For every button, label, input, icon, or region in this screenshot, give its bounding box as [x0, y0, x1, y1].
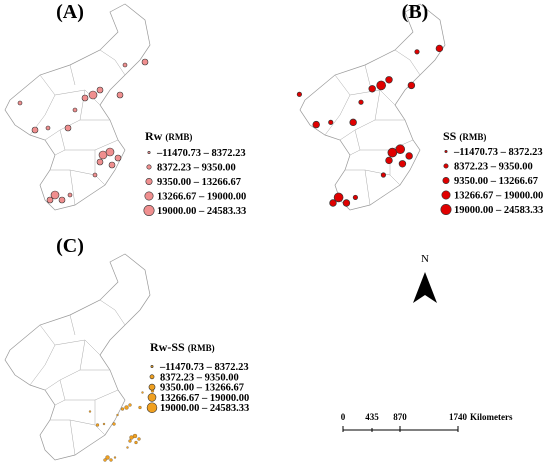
scale-label: 1740: [449, 412, 468, 422]
legend-label: –11470.73 – 8372.23: [453, 147, 543, 158]
legend-symbol: [148, 383, 156, 391]
legend-title-name: SS: [443, 129, 457, 143]
legend-unit: (RMB): [165, 132, 192, 142]
scale-label: 0: [341, 412, 346, 422]
legend-symbol: [443, 163, 449, 169]
legend-label: 8372.23 – 9350.00: [454, 162, 533, 173]
legend-title: SS (RMB): [443, 129, 486, 143]
legend-symbol: [149, 374, 155, 380]
legend-symbol: [444, 150, 448, 154]
legend-label: 13266.67 – 19000.00: [454, 191, 543, 202]
legend-unit: (RMB): [188, 343, 215, 353]
legend-symbol: [440, 204, 452, 216]
map-b: [296, 3, 446, 211]
legend-title-name: Rw-SS: [150, 340, 185, 354]
legend-symbol: [146, 402, 158, 413]
legend-title: Rw (RMB): [145, 129, 192, 143]
legend-label: 19000.00 – 24583.33: [160, 403, 249, 414]
legend-label: 13266.67 – 19000.00: [157, 192, 246, 203]
panel-label: (A): [56, 1, 84, 23]
legend-title-name: Rw: [145, 129, 163, 143]
legend-symbol: [147, 393, 157, 402]
scale-unit: Kilometers: [470, 412, 513, 422]
legend-unit: (RMB): [459, 132, 486, 142]
legend-symbol: [143, 205, 155, 217]
panel-label: (C): [56, 235, 84, 257]
legend-label: 9350.00 – 13266.67: [160, 383, 244, 394]
legend-label: 19000.00 – 24583.33: [454, 205, 543, 216]
legend-symbol: [150, 365, 154, 368]
north-label: N: [421, 253, 429, 265]
map-c: [4, 253, 155, 462]
legend-symbol: [144, 191, 154, 201]
legend-symbol: [146, 164, 152, 170]
legend-label: 8372.23 – 9350.00: [160, 372, 239, 383]
scale-bar: [342, 426, 459, 432]
legend-title: Rw-SS (RMB): [150, 340, 215, 354]
legend-label: 9350.00 – 13266.67: [157, 177, 241, 188]
legend-label: –11470.73 – 8372.23: [159, 362, 249, 373]
legend-label: –11470.73 – 8372.23: [156, 148, 246, 159]
legend-symbol: [442, 177, 450, 185]
legend-label: 19000.00 – 24583.33: [157, 206, 246, 217]
legend-label: 13266.67 – 19000.00: [160, 393, 249, 404]
legend-label: 8372.23 – 9350.00: [157, 163, 236, 174]
north-arrow: N: [413, 253, 437, 303]
legend-label: 9350.00 – 13266.67: [454, 176, 538, 187]
legend-symbol: [441, 190, 451, 200]
legend-symbol: [145, 178, 153, 186]
scale-label: 435: [365, 412, 379, 422]
legend-symbol: [147, 151, 151, 155]
map-a: [4, 3, 151, 211]
scale-label: 870: [393, 412, 407, 422]
panel-label: (B): [402, 1, 429, 23]
